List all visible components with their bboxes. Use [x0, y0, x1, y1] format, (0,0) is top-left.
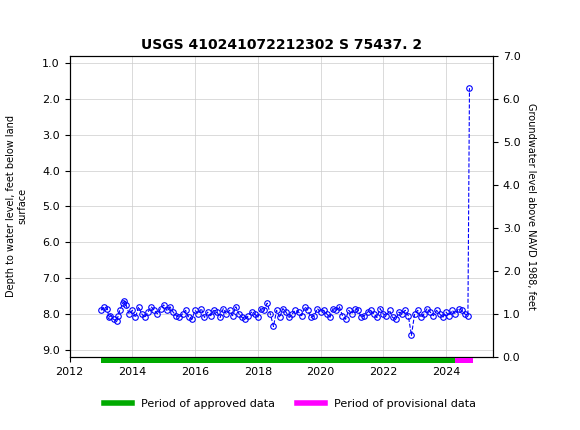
- Bar: [101, 358, 455, 363]
- Text: ▒USGS: ▒USGS: [6, 6, 60, 28]
- Y-axis label: Groundwater level above NAVD 1988, feet: Groundwater level above NAVD 1988, feet: [526, 103, 536, 310]
- Legend: Period of approved data, Period of provisional data: Period of approved data, Period of provi…: [100, 395, 480, 414]
- Title: USGS 410241072212302 S 75437. 2: USGS 410241072212302 S 75437. 2: [141, 38, 422, 52]
- Y-axis label: Depth to water level, feet below land
surface: Depth to water level, feet below land su…: [6, 115, 27, 298]
- Bar: [455, 358, 473, 363]
